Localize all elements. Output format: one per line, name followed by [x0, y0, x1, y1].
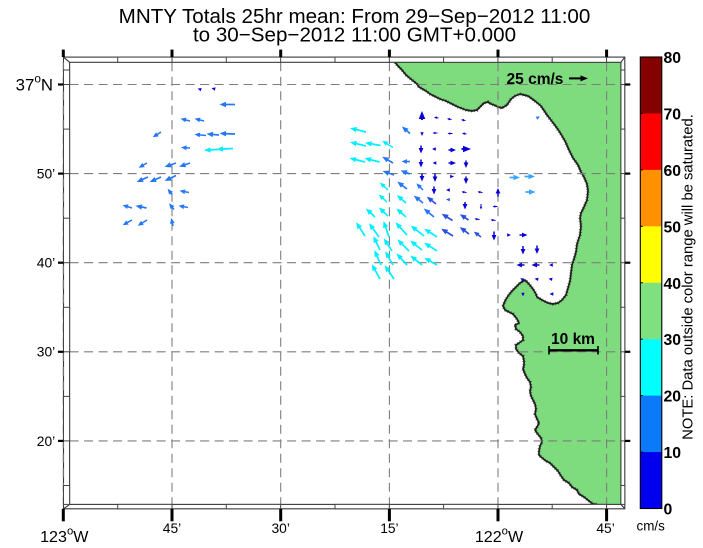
svg-text:50: 50	[664, 219, 682, 236]
svg-text:123oW: 123oW	[40, 525, 89, 546]
svg-text:30’: 30’	[37, 345, 55, 360]
svg-text:to 30−Sep−2012 11:00 GMT+0.000: to 30−Sep−2012 11:00 GMT+0.000	[193, 24, 516, 47]
svg-text:122oW: 122oW	[475, 525, 524, 546]
svg-text:70: 70	[664, 106, 682, 123]
svg-text:40: 40	[664, 276, 682, 293]
svg-text:20: 20	[664, 389, 682, 406]
svg-text:25 cm/s: 25 cm/s	[507, 71, 564, 88]
svg-text:10 km: 10 km	[551, 331, 595, 348]
svg-text:0: 0	[664, 502, 673, 519]
svg-text:37oN: 37oN	[16, 72, 53, 95]
svg-text:MNTY Totals 25hr mean: From 29: MNTY Totals 25hr mean: From 29−Sep−2012 …	[119, 5, 591, 28]
svg-text:NOTE: Data outside color range: NOTE: Data outside color range will be s…	[681, 114, 697, 440]
svg-text:30’: 30’	[271, 521, 289, 536]
svg-text:20’: 20’	[37, 434, 55, 449]
svg-text:80: 80	[664, 50, 682, 67]
svg-text:45’: 45’	[596, 521, 614, 536]
svg-text:45’: 45’	[163, 521, 181, 536]
svg-text:30: 30	[664, 332, 682, 349]
svg-text:50’: 50’	[37, 167, 55, 182]
svg-text:40’: 40’	[37, 256, 55, 271]
svg-text:60: 60	[664, 163, 682, 180]
svg-text:cm/s: cm/s	[637, 519, 666, 534]
svg-text:15’: 15’	[380, 521, 398, 536]
svg-text:10: 10	[664, 445, 682, 462]
